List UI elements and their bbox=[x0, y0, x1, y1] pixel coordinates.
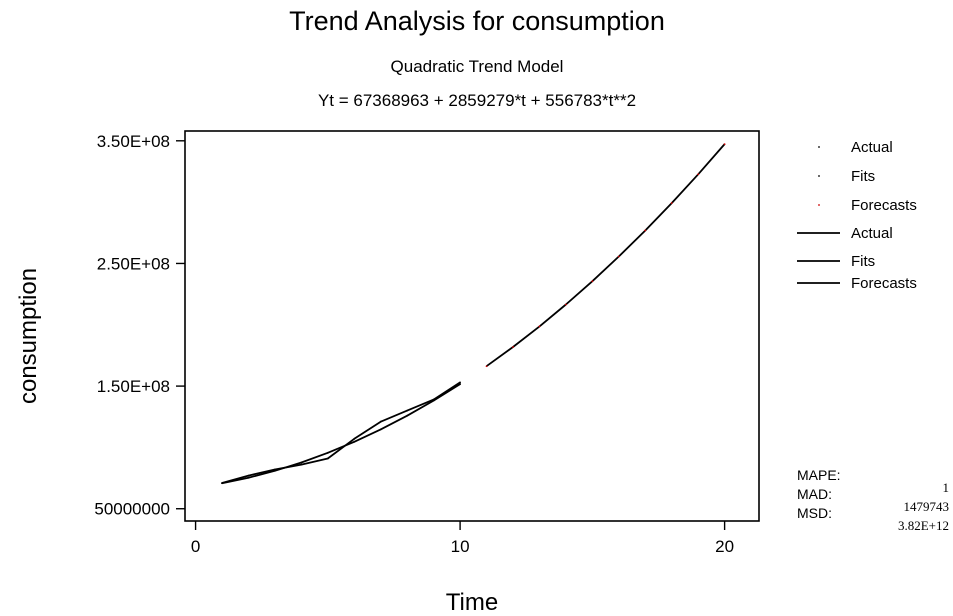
trend-equation: Yt = 67368963 + 2859279*t + 556783*t**2 bbox=[318, 91, 636, 110]
legend-label: Fits bbox=[851, 253, 875, 270]
data-point-forecasts bbox=[697, 173, 700, 176]
data-point-fits bbox=[379, 428, 382, 431]
data-point-forecasts bbox=[670, 202, 673, 204]
series-line-forecasts bbox=[485, 143, 726, 367]
accuracy-measures: MAPE: 1 MAD: 1479743 MSD: 3.82E+12 bbox=[797, 467, 949, 533]
data-point-fits bbox=[353, 440, 356, 443]
y-tick-label: 3.50E+08 bbox=[97, 132, 170, 151]
data-point-fits bbox=[221, 482, 223, 485]
legend-label: Fits bbox=[851, 168, 875, 185]
accuracy-value: 1 bbox=[943, 480, 950, 495]
data-point-actual bbox=[379, 420, 382, 423]
data-point-forecasts bbox=[723, 143, 726, 146]
data-point-forecasts bbox=[485, 365, 488, 368]
data-point-forecasts bbox=[565, 303, 567, 306]
y-tick-label: 2.50E+08 bbox=[97, 254, 170, 273]
y-tick-label: 1.50E+08 bbox=[97, 377, 170, 396]
data-point-fits bbox=[459, 383, 461, 385]
data-point-actual bbox=[459, 381, 461, 384]
accuracy-label: MAD: bbox=[797, 486, 832, 502]
data-point-fits bbox=[406, 414, 409, 417]
legend: Actual Fits Forecasts Actual Fits Forecasts bbox=[797, 139, 917, 292]
legend-label: Actual bbox=[851, 139, 893, 156]
accuracy-label: MSD: bbox=[797, 505, 832, 521]
data-point-actual bbox=[353, 437, 356, 440]
series-line-fits bbox=[221, 383, 461, 485]
legend-marker bbox=[818, 146, 820, 148]
series-lines bbox=[221, 143, 726, 485]
x-tick-label: 10 bbox=[451, 537, 470, 556]
chart-title: Trend Analysis for consumption bbox=[289, 6, 665, 36]
plot-frame bbox=[184, 130, 760, 522]
accuracy-label: MAPE: bbox=[797, 467, 841, 483]
data-point-fits bbox=[300, 461, 303, 464]
data-point-forecasts bbox=[617, 255, 620, 258]
data-point-fits bbox=[274, 469, 276, 472]
legend-label: Forecasts bbox=[851, 275, 917, 292]
data-point-forecasts bbox=[591, 280, 594, 283]
axis-ticks: 0 10 20 50000000 1.50E+08 2.50E+08 3.50E+08 bbox=[94, 132, 734, 556]
data-point-fits bbox=[432, 399, 435, 402]
data-point-actual bbox=[247, 474, 250, 477]
legend-marker bbox=[818, 204, 820, 206]
data-point-actual bbox=[326, 457, 329, 460]
accuracy-value: 3.82E+12 bbox=[898, 518, 949, 533]
data-point-actual bbox=[406, 409, 409, 412]
y-tick-label: 50000000 bbox=[94, 500, 170, 519]
chart-subtitle: Quadratic Trend Model bbox=[391, 57, 564, 76]
x-axis-label: Time bbox=[446, 589, 498, 616]
data-point-forecasts bbox=[538, 325, 541, 328]
legend-marker bbox=[818, 175, 820, 177]
accuracy-value: 1479743 bbox=[904, 499, 950, 514]
data-point-fits bbox=[326, 451, 329, 454]
x-tick-label: 20 bbox=[715, 537, 734, 556]
x-tick-label: 0 bbox=[191, 537, 200, 556]
data-point-forecasts bbox=[644, 229, 647, 232]
data-point-actual bbox=[300, 463, 303, 466]
data-point-forecasts bbox=[512, 346, 514, 348]
legend-label: Actual bbox=[851, 225, 893, 242]
y-axis-label: consumption bbox=[15, 268, 42, 404]
series-line-actual bbox=[221, 381, 461, 484]
data-point-fits bbox=[247, 476, 250, 479]
legend-label: Forecasts bbox=[851, 197, 917, 214]
